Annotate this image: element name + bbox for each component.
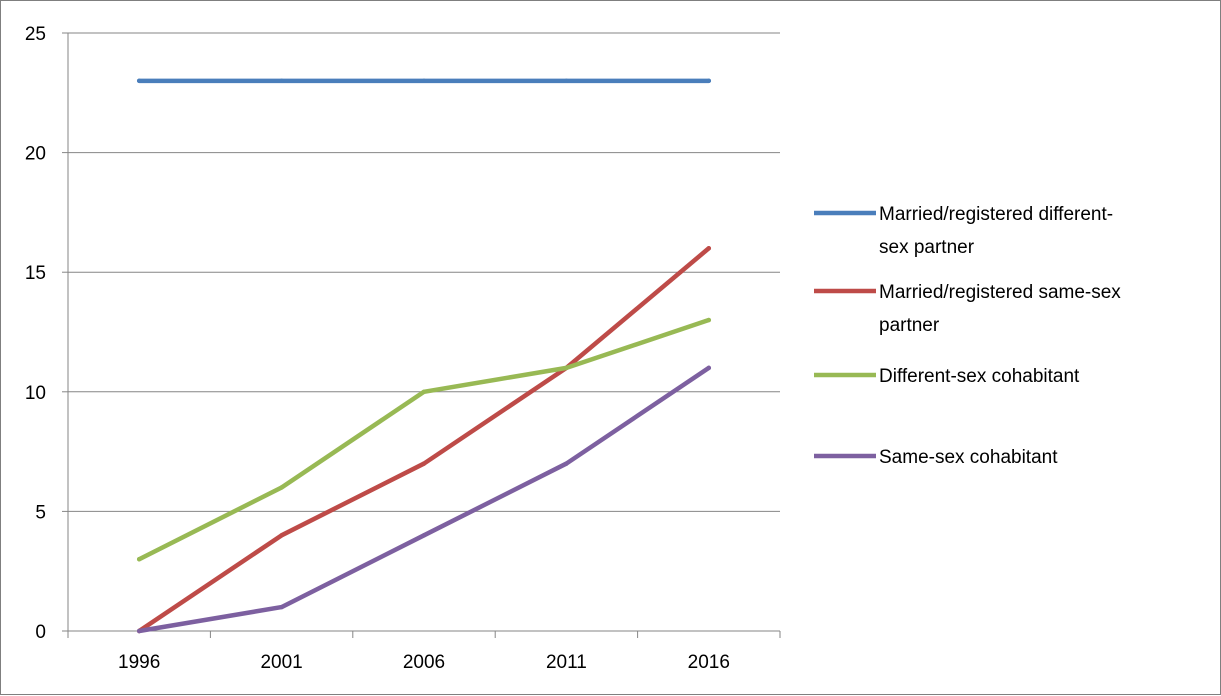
data-point-s2-2001 bbox=[279, 533, 284, 538]
data-point-s3-2001 bbox=[279, 485, 284, 490]
data-point-s1-2016 bbox=[706, 78, 711, 84]
data-point-s2-2016 bbox=[706, 246, 711, 251]
data-point-s4-1996 bbox=[137, 628, 142, 634]
data-point-s4-2011 bbox=[564, 461, 569, 466]
x-tick-label-1996: 1996 bbox=[118, 652, 160, 673]
series-line-4 bbox=[136, 365, 712, 634]
data-point-s1-2001 bbox=[279, 78, 284, 84]
data-point-s1-2011 bbox=[564, 78, 569, 84]
x-tick-label-2001: 2001 bbox=[260, 652, 302, 673]
legend-label-3: Different-sex cohabitant bbox=[879, 366, 1080, 387]
data-point-s3-2006 bbox=[421, 389, 427, 394]
series-lines bbox=[136, 78, 712, 634]
y-tick-label-20: 20 bbox=[25, 144, 46, 165]
y-tick-label-5: 5 bbox=[35, 502, 46, 523]
y-tick-label-10: 10 bbox=[25, 383, 46, 404]
data-point-s4-2006 bbox=[421, 533, 427, 538]
legend-label-1: Married/registered different-sex partner bbox=[879, 204, 1113, 258]
x-tick-label-2016: 2016 bbox=[688, 652, 730, 673]
data-point-s1-1996 bbox=[137, 78, 142, 84]
legend-label-2: Married/registered same-sex partner bbox=[879, 282, 1121, 336]
x-tick-label-2006: 2006 bbox=[403, 652, 445, 673]
gridlines bbox=[68, 32, 780, 512]
data-point-s2-2006 bbox=[421, 461, 427, 466]
series-line-3 bbox=[136, 317, 712, 562]
y-axis-tick-labels: 0 5 10 15 20 25 bbox=[25, 24, 46, 643]
legend-label-4: Same-sex cohabitant bbox=[879, 447, 1058, 468]
axes bbox=[62, 32, 781, 638]
data-point-s1-2006 bbox=[421, 78, 427, 84]
data-point-s3-2011 bbox=[564, 365, 569, 371]
series-line-2 bbox=[136, 246, 712, 634]
data-point-s3-2016 bbox=[706, 317, 711, 323]
data-point-s4-2001 bbox=[279, 604, 284, 610]
legend: Married/registered different-sex partner… bbox=[814, 204, 1121, 468]
y-tick-label-15: 15 bbox=[25, 263, 46, 284]
y-tick-label-25: 25 bbox=[25, 24, 46, 45]
x-axis-tick-labels: 1996 2001 2006 2011 2016 bbox=[118, 652, 730, 673]
x-tick-label-2011: 2011 bbox=[546, 652, 587, 673]
data-point-s4-2016 bbox=[706, 365, 711, 371]
y-tick-label-0: 0 bbox=[35, 622, 46, 643]
data-point-s3-1996 bbox=[137, 557, 142, 562]
